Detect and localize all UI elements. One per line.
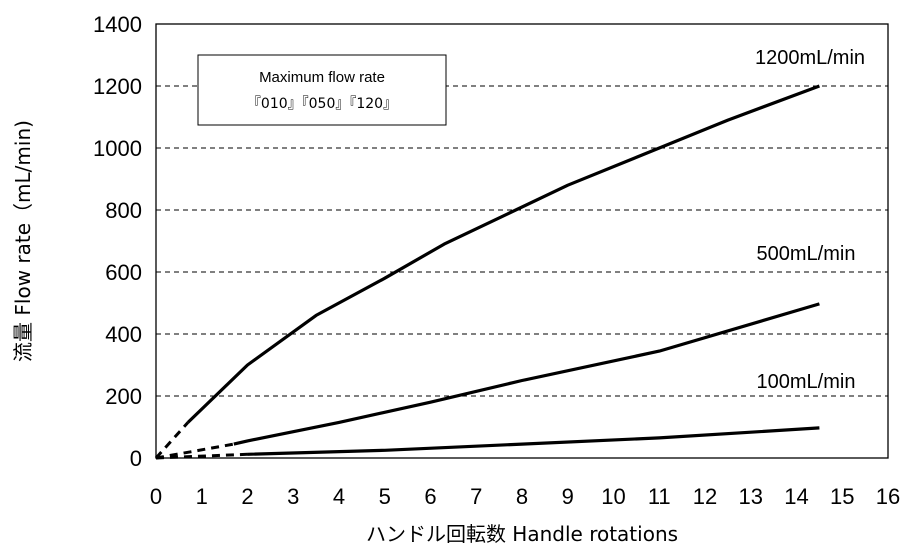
- annotation-1200: 1200mL/min: [755, 47, 865, 69]
- x-tick-label: 3: [287, 484, 299, 509]
- series-0-extrapolation: [154, 421, 190, 460]
- x-tick-label: 7: [470, 484, 482, 509]
- x-tick-label: 1: [196, 484, 208, 509]
- x-tick-label: 2: [241, 484, 253, 509]
- annotation-100: 100mL/min: [757, 371, 856, 393]
- series-2-line: [247, 426, 820, 456]
- x-tick-label: 5: [379, 484, 391, 509]
- series-2-extrapolation: [155, 452, 248, 460]
- x-tick-label: 12: [693, 484, 717, 509]
- legend-box-frame: [197, 54, 447, 126]
- gridlines: [156, 85, 888, 397]
- series-1-line: [233, 302, 820, 446]
- y-tick-label: 400: [105, 322, 142, 347]
- annotation-500: 500mL/min: [757, 243, 856, 265]
- x-tick-label: 6: [424, 484, 436, 509]
- y-tick-label: 1000: [93, 136, 142, 161]
- series-0-line: [186, 84, 820, 424]
- x-tick-label: 0: [150, 484, 162, 509]
- x-tick-label: 8: [516, 484, 528, 509]
- x-axis-title: ハンドル回転数 Handle rotations: [366, 522, 678, 546]
- y-tick-label: 600: [105, 260, 142, 285]
- x-tick-label: 16: [876, 484, 900, 509]
- legend-line-2: 『010』『050』『120』: [247, 96, 397, 112]
- x-tick-label: 11: [648, 484, 671, 509]
- y-tick-label: 1200: [93, 74, 142, 99]
- legend-line-1: Maximum flow rate: [259, 69, 385, 86]
- x-tick-label: 9: [562, 484, 574, 509]
- y-tick-label: 1400: [93, 12, 142, 37]
- series-lines: [154, 84, 820, 460]
- x-tick-label: 13: [739, 484, 763, 509]
- x-tick-label: 14: [784, 484, 808, 509]
- y-tick-label: 0: [130, 446, 142, 471]
- y-tick-label: 800: [105, 198, 142, 223]
- x-tick-label: 10: [601, 484, 625, 509]
- plot-area-frame: [155, 23, 889, 459]
- x-tick-label: 4: [333, 484, 345, 509]
- legend-box: Maximum flow rate 『010』『050』『120』: [197, 54, 447, 126]
- x-tick-label: 15: [830, 484, 854, 509]
- y-tick-label: 200: [105, 384, 142, 409]
- y-axis-title: 流量 Flow rate（mL/min): [11, 120, 35, 362]
